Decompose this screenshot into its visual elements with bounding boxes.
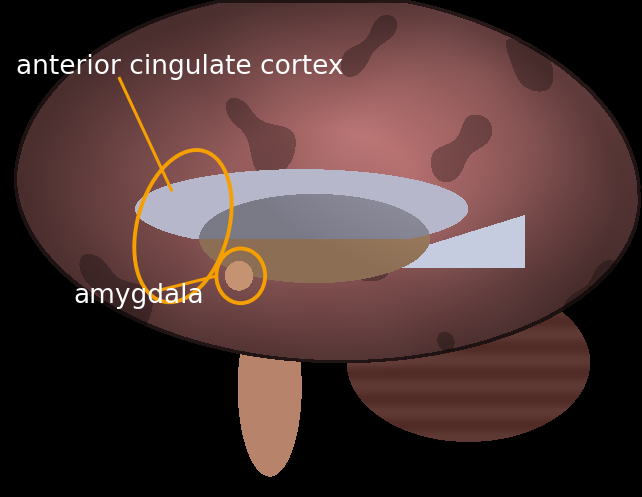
Text: anterior cingulate cortex: anterior cingulate cortex <box>16 54 343 80</box>
Text: amygdala: amygdala <box>74 283 204 309</box>
